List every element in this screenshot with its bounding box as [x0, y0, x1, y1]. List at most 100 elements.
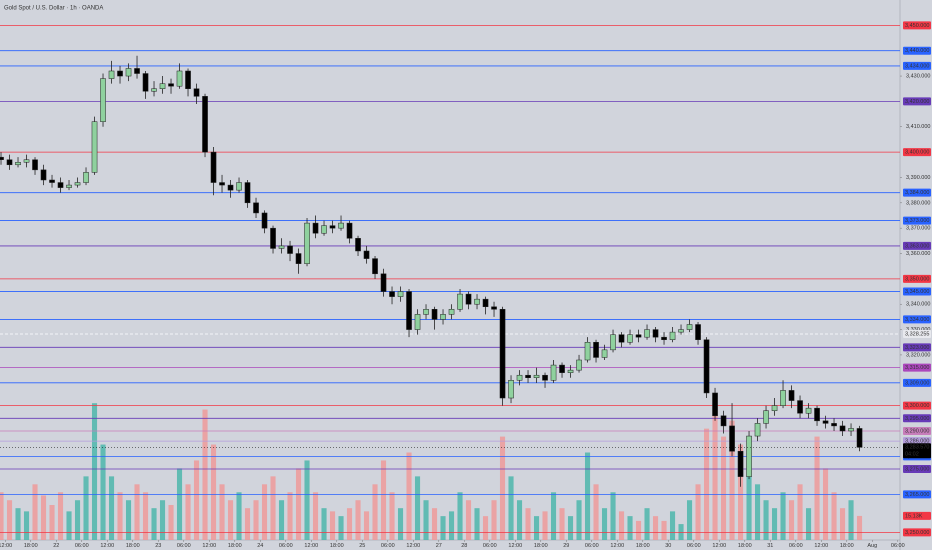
candle-body — [134, 68, 140, 74]
volume-bar — [754, 484, 761, 540]
x-tick-label: 12:00 — [406, 543, 420, 549]
level-label: 3,434.000 — [905, 63, 929, 69]
level-label: 3,363.000 — [905, 243, 929, 249]
candle-body — [108, 70, 115, 79]
candle-body — [737, 451, 744, 477]
candle-body — [431, 309, 438, 320]
volume-label-bg — [903, 511, 931, 520]
x-tick-label: 25 — [359, 543, 365, 549]
volume-bar — [593, 484, 599, 540]
volume-bar — [465, 500, 472, 540]
candle-body — [151, 88, 157, 92]
volume-bar — [227, 500, 234, 540]
volume-bar — [440, 516, 446, 540]
candle-body — [406, 291, 412, 330]
candle-body — [23, 159, 30, 163]
x-tick-label: Aug — [867, 543, 877, 549]
level-label: 3,345.000 — [905, 289, 929, 295]
candle-body — [499, 309, 506, 399]
x-tick-label: 22 — [53, 543, 59, 549]
last-price-label: 3,283.570 — [905, 445, 929, 451]
volume-bar — [355, 500, 361, 540]
candle-body — [176, 70, 183, 87]
x-tick-label: 12:00 — [0, 543, 12, 549]
x-tick-label: 29 — [563, 543, 569, 549]
volume-bar — [788, 500, 795, 540]
candle-body — [32, 159, 38, 171]
candle-body — [397, 291, 404, 297]
volume-bar — [100, 444, 106, 540]
candle-body — [678, 329, 684, 333]
candle-body — [295, 253, 302, 264]
volume-bar — [253, 500, 259, 540]
volume-bar — [261, 484, 268, 540]
level-label: 3,373.000 — [905, 218, 929, 224]
candle-body — [244, 182, 251, 204]
candle-body — [805, 407, 812, 414]
candle-body — [142, 73, 149, 92]
level-label-bg — [903, 148, 931, 157]
candle-body — [669, 331, 676, 340]
x-tick-label: 06:00 — [279, 543, 293, 549]
candle-body — [423, 309, 429, 315]
candle-body — [482, 298, 489, 308]
level-label-bg — [903, 343, 931, 352]
level-label-bg — [903, 274, 931, 283]
y-tick-label: 3,410.000 — [906, 124, 930, 130]
candle-body — [720, 415, 727, 427]
volume-bar — [414, 476, 421, 540]
candle-body — [644, 329, 650, 338]
volume-bar — [822, 468, 829, 540]
y-tick-label: 3,430.000 — [906, 74, 930, 80]
candle-body — [312, 222, 319, 234]
volume-bar — [312, 492, 319, 540]
candle-body — [491, 306, 497, 310]
candle-body — [0, 156, 4, 160]
candle-body — [754, 423, 761, 437]
volume-bar — [601, 508, 608, 540]
volume-bar — [236, 492, 242, 540]
level-label-bg — [903, 315, 931, 324]
level-label-bg — [903, 465, 931, 474]
level-label-bg — [903, 401, 931, 410]
x-tick-label: 18:00 — [738, 543, 752, 549]
volume-bar — [74, 500, 81, 540]
volume-bar — [287, 492, 293, 540]
x-tick-label: 28 — [461, 543, 467, 549]
level-label: 3,450.000 — [905, 23, 929, 29]
volume-bar — [831, 492, 837, 540]
candle-body — [508, 380, 514, 399]
candle-body — [193, 88, 200, 97]
level-label: 3,309.000 — [905, 380, 929, 386]
candle-body — [593, 342, 599, 358]
candle-body — [661, 336, 667, 340]
level-label-bg — [903, 490, 931, 499]
x-tick-label: 06:00 — [585, 543, 599, 549]
reference-label-bg — [903, 330, 931, 339]
candle-body — [338, 222, 344, 229]
volume-bar — [516, 500, 523, 540]
candle-body — [363, 250, 370, 259]
x-tick-label: 18:00 — [228, 543, 242, 549]
candle-body — [100, 78, 106, 122]
volume-bar — [431, 508, 438, 540]
level-label: 3,334.000 — [905, 317, 929, 323]
y-tick-label: 3,340.000 — [906, 302, 930, 308]
volume-bar — [746, 452, 752, 540]
candle-body — [6, 159, 13, 166]
x-tick-label: 06:00 — [891, 543, 905, 549]
candle-body — [40, 169, 47, 181]
candle-body — [287, 245, 293, 254]
volume-bar — [448, 511, 455, 540]
candle-body — [210, 151, 217, 183]
volume-bar — [482, 516, 489, 540]
last-price-bg — [903, 443, 931, 459]
volume-bar — [270, 476, 276, 540]
candle-body — [814, 407, 820, 422]
x-tick-label: 12:00 — [814, 543, 828, 549]
x-tick-label: 06:00 — [687, 543, 701, 549]
level-label-bg — [903, 378, 931, 387]
level-label-bg — [903, 437, 931, 446]
x-tick-label: 12:00 — [202, 543, 216, 549]
